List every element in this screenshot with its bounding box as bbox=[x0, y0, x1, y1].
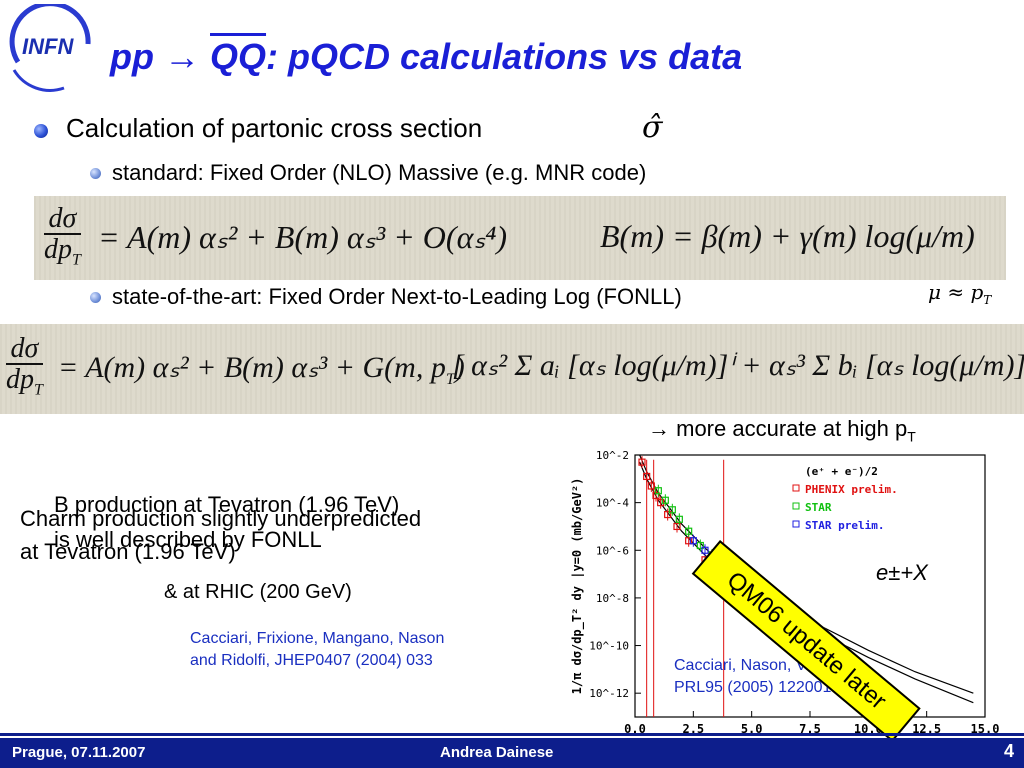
data-point bbox=[657, 499, 665, 507]
bullet-standard: standard: Fixed Order (NLO) Massive (e.g… bbox=[112, 160, 647, 185]
y-tick-label: 10^-12 bbox=[589, 687, 629, 700]
y-tick-label: 10^-2 bbox=[596, 449, 629, 462]
legend-entry: STAR prelim. bbox=[805, 519, 884, 532]
data-point bbox=[673, 522, 681, 531]
bullet-marker bbox=[34, 124, 48, 138]
infn-logo: INFN bbox=[9, 4, 91, 92]
formula2-rhs: = A(m) αₛ² + B(m) αₛ³ + G(m, pT) bbox=[58, 351, 465, 388]
footer-author: Andrea Dainese bbox=[440, 744, 554, 761]
legend-marker bbox=[792, 502, 800, 510]
legend-marker bbox=[792, 484, 800, 492]
formula-fonll: dσ dpT = A(m) αₛ² + B(m) αₛ³ + G(m, pT) … bbox=[0, 324, 1024, 414]
data-point bbox=[661, 496, 669, 504]
footer-bar bbox=[0, 738, 1024, 768]
formula1-rhs2: B(m) = β(m) + γ(m) log(μ/m) bbox=[600, 218, 975, 254]
bullet-main: Calculation of partonic cross section bbox=[66, 113, 483, 143]
mu-approx: μ ≈ pT bbox=[928, 280, 992, 307]
data-point bbox=[638, 458, 646, 466]
y-tick-label: 10^-8 bbox=[596, 592, 629, 605]
data-point bbox=[647, 482, 655, 490]
data-point bbox=[685, 527, 693, 535]
x-tick-label: 15.0 bbox=[971, 722, 1000, 736]
legend-entry: (e⁺ + e⁻)/2 bbox=[805, 465, 878, 478]
data-point bbox=[685, 537, 693, 545]
x-tick-label: 12.5 bbox=[912, 722, 941, 736]
sub-bullet-marker bbox=[90, 168, 101, 179]
formula2-lhs: dσ dpT bbox=[6, 333, 43, 399]
legend-entry: STAR bbox=[805, 501, 832, 514]
b-production-line2: is well described by FONLL bbox=[54, 527, 322, 552]
rhic-note: & at RHIC (200 GeV) bbox=[164, 581, 352, 603]
slide-title: pp → QQ: pQCD calculations vs data bbox=[110, 36, 742, 78]
formula1-rhs: = A(m) αₛ² + B(m) αₛ³ + O(αₛ⁴) bbox=[98, 219, 508, 255]
x-tick-label: 7.5 bbox=[799, 722, 821, 736]
legend-marker bbox=[792, 520, 800, 528]
footer-page: 4 bbox=[1004, 741, 1015, 761]
data-point bbox=[701, 546, 709, 554]
y-axis-label: 1/π dσ/dp_T² dy |y=0 (mb/GeV²) bbox=[570, 478, 585, 695]
y-tick-label: 10^-10 bbox=[589, 640, 629, 653]
bullet-fonll: state-of-the-art: Fixed Order Next-to-Le… bbox=[112, 284, 682, 309]
more-accurate-note: → more accurate at high pT bbox=[648, 416, 916, 445]
data-point bbox=[664, 510, 672, 519]
sigma-hat: σ̂ bbox=[642, 110, 663, 145]
footer-date: Prague, 07.11.2007 bbox=[12, 744, 146, 761]
data-point bbox=[654, 487, 662, 495]
y-tick-label: 10^-6 bbox=[596, 544, 629, 557]
charm-line2: at Tevatron (1.96 TeV) bbox=[20, 539, 236, 564]
data-point bbox=[675, 515, 683, 523]
x-tick-label: 2.5 bbox=[682, 722, 704, 736]
data-point bbox=[652, 491, 660, 500]
title-part2: QQ bbox=[210, 36, 267, 77]
x-tick-label: 0.0 bbox=[624, 722, 646, 736]
electron-label: e±+X bbox=[876, 560, 928, 585]
x-tick-label: 5.0 bbox=[741, 722, 763, 736]
b-production-line1: B production at Tevatron (1.96 TeV) bbox=[54, 492, 400, 517]
data-point bbox=[696, 541, 704, 550]
data-point bbox=[689, 537, 697, 545]
title-part1: pp bbox=[110, 36, 154, 77]
title-part3: : pQCD calculations vs data bbox=[266, 36, 743, 77]
data-point bbox=[668, 506, 676, 514]
reference-fonll: Cacciari, Frixione, Mangano, Nason and R… bbox=[190, 630, 445, 669]
title-arrow: → bbox=[164, 36, 200, 77]
y-tick-label: 10^-4 bbox=[596, 497, 629, 510]
charm-line1: Charm production slightly underpredicted bbox=[20, 506, 422, 531]
footer-rule bbox=[0, 733, 1024, 736]
logo-text: INFN bbox=[22, 34, 74, 59]
formula-nlo: dσ dpT = A(m) αₛ² + B(m) αₛ³ + O(αₛ⁴) B(… bbox=[34, 196, 1006, 280]
formula1-lhs: dσ dpT bbox=[44, 203, 81, 269]
reference-cnv: Cacciari, Nason, Vogt, PRL95 (2005) 1220… bbox=[674, 657, 833, 696]
sub-bullet-marker bbox=[90, 292, 101, 303]
formula2-bracket: [ αₛ² Σ aᵢ [αₛ log(μ/m)]ⁱ + αₛ³ Σ bᵢ [αₛ… bbox=[452, 349, 1024, 382]
legend-entry: PHENIX prelim. bbox=[805, 483, 898, 496]
